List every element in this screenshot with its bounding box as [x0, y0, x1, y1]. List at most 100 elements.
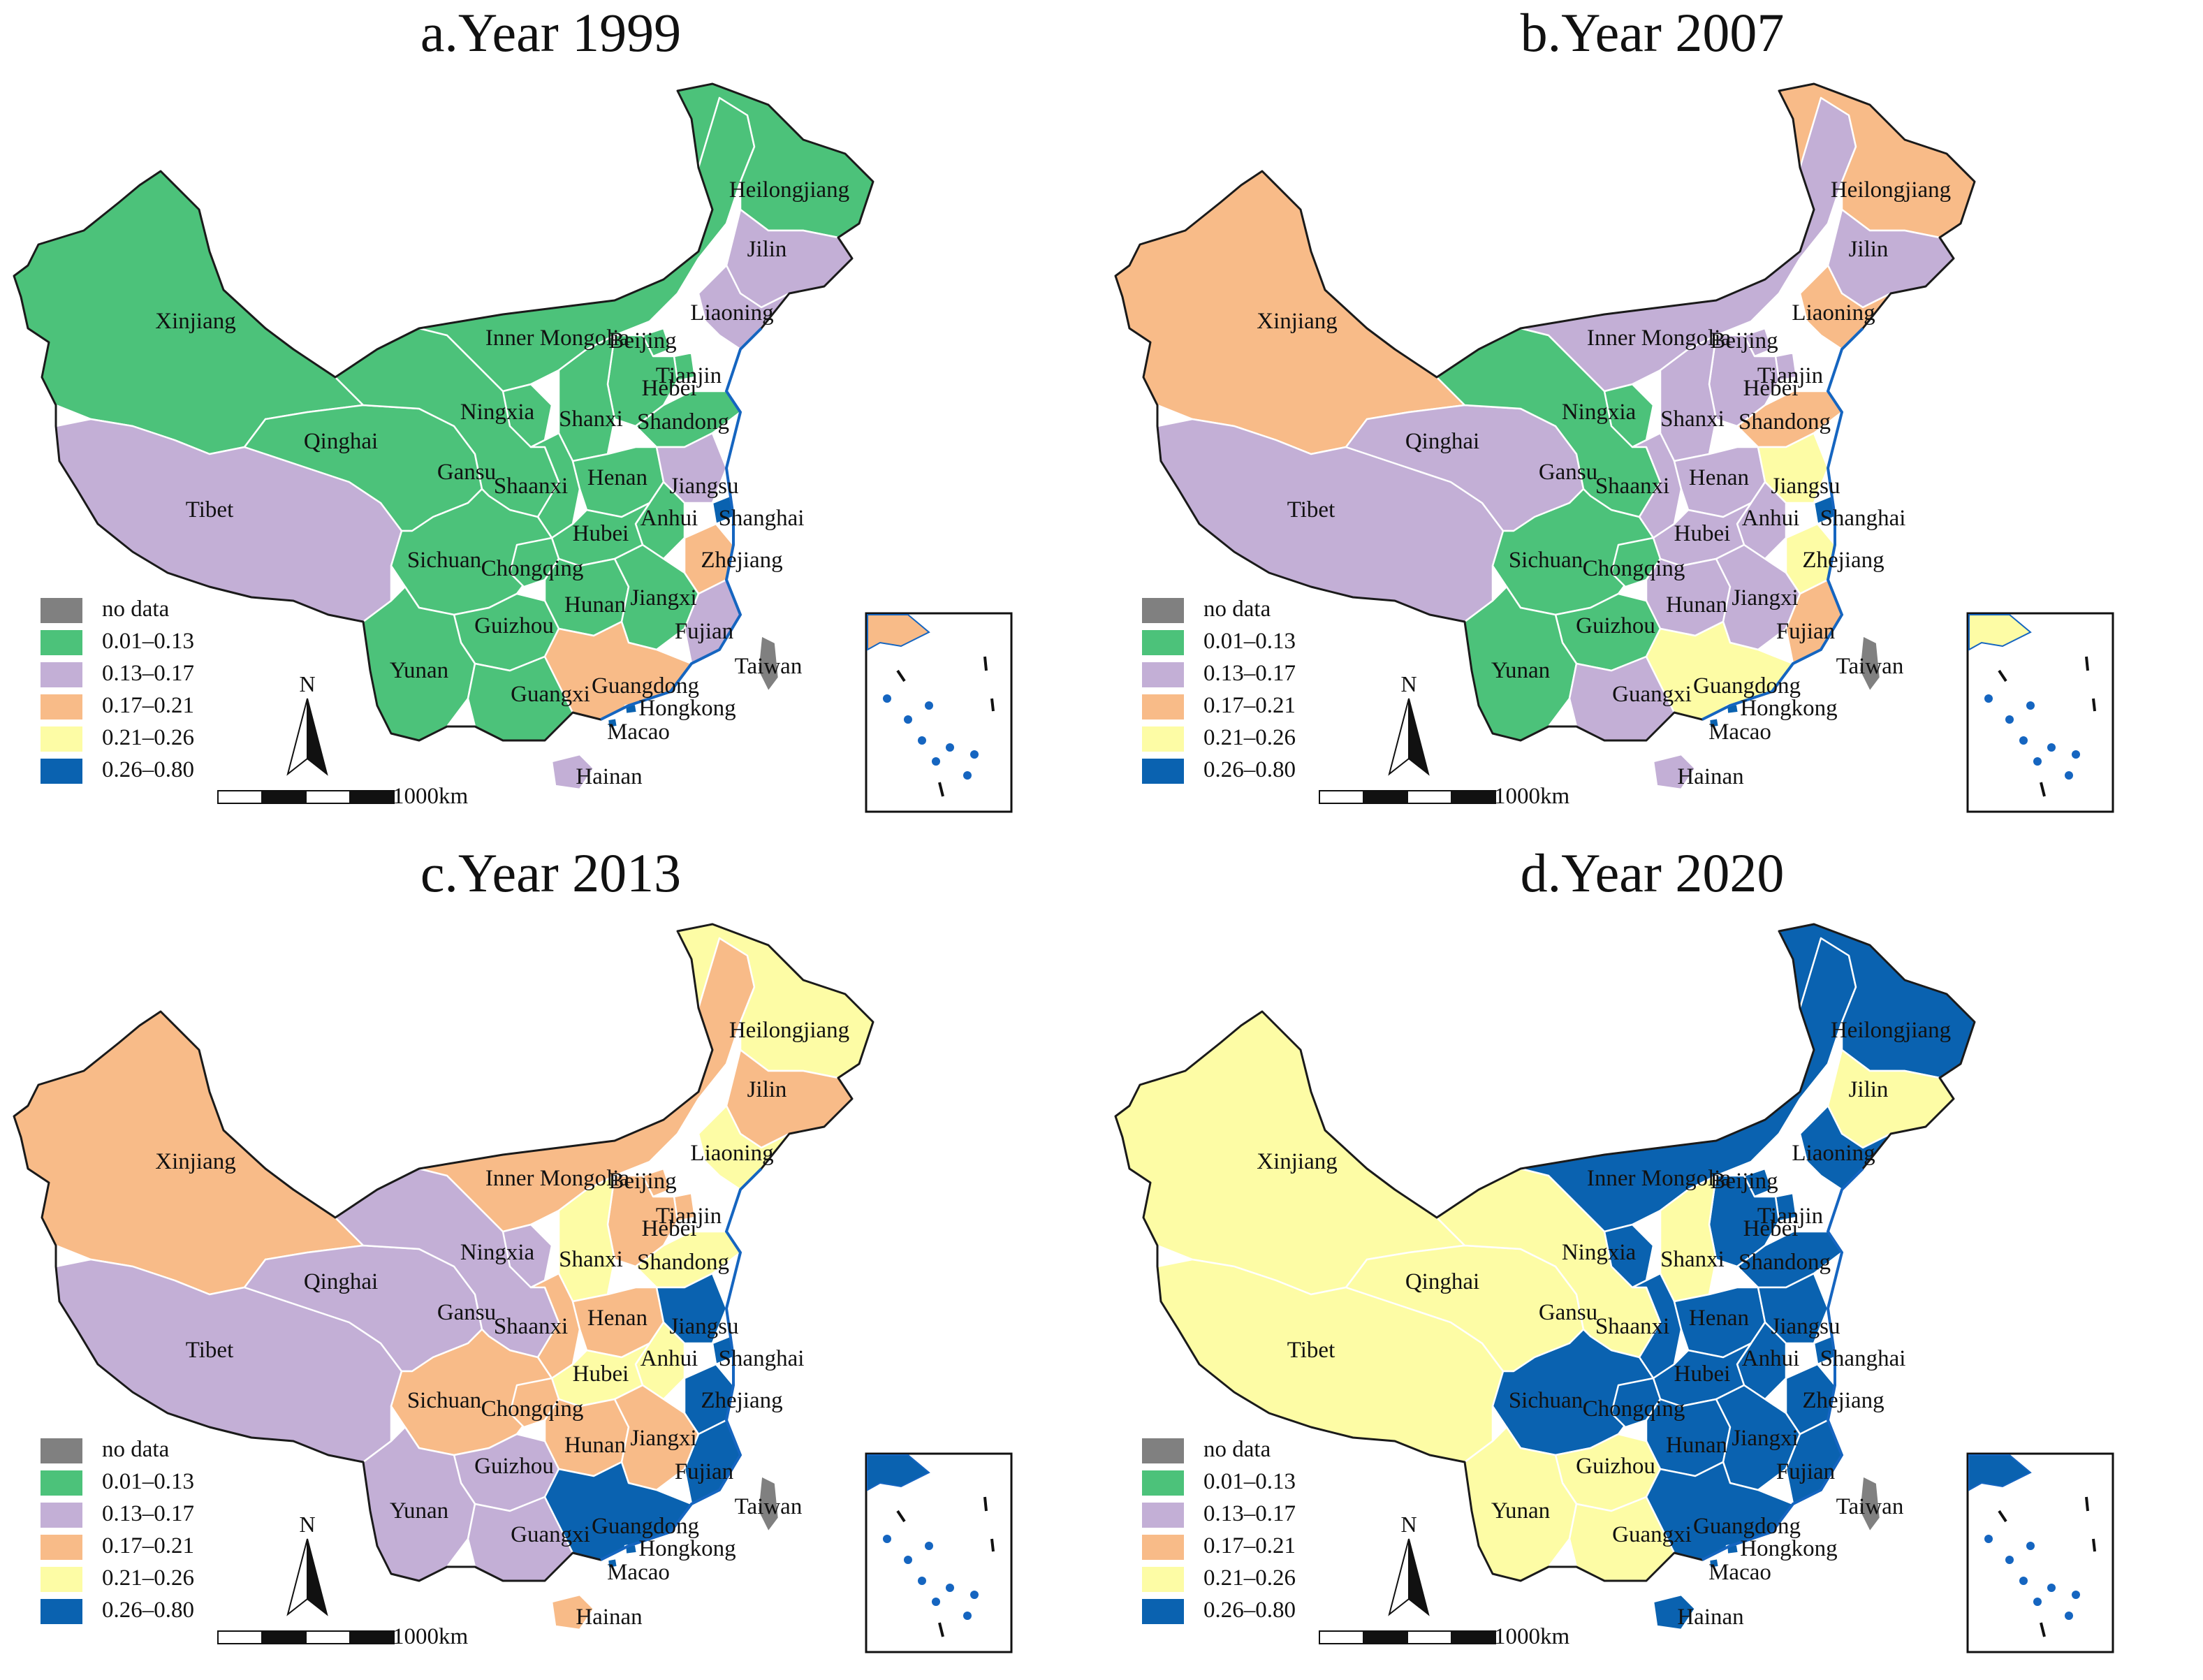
- label-shaanxi: Shaanxi: [1595, 474, 1669, 499]
- label-tibet: Tibet: [186, 497, 233, 523]
- label-shandong: Shandong: [637, 409, 729, 434]
- label-jilin: Jilin: [747, 237, 787, 262]
- panel-title: c.Year 2013: [420, 842, 682, 903]
- label-taiwan: Taiwan: [1836, 654, 1904, 679]
- label-liaoning: Liaoning: [1792, 300, 1875, 326]
- legend-swatch: [41, 630, 82, 655]
- label-jilin: Jilin: [1849, 237, 1889, 262]
- inset-dash: [938, 782, 944, 797]
- label-chongqing: Chongqing: [481, 1396, 584, 1422]
- label-ningxia: Ningxia: [460, 400, 535, 425]
- label-fujian: Fujian: [1776, 1459, 1835, 1484]
- scale-segment: [1363, 790, 1408, 804]
- label-hebei: Hebei: [642, 376, 697, 401]
- inset-island: [946, 1584, 954, 1592]
- label-henan: Henan: [587, 1306, 647, 1331]
- label-beijing: Beijing: [608, 1169, 676, 1194]
- inset-island: [904, 715, 912, 724]
- legend-swatch: [1142, 1567, 1184, 1592]
- label-jiangsu: Jiangsu: [1771, 1314, 1840, 1339]
- legend-swatch: [1142, 759, 1184, 784]
- inset-island: [925, 701, 933, 710]
- label-jiangxi: Jiangxi: [630, 585, 696, 611]
- label-yunan: Yunan: [1491, 658, 1550, 683]
- label-guangxi: Guangxi: [1612, 1522, 1692, 1547]
- legend-label: 0.17–0.21: [1203, 1533, 1296, 1558]
- label-hunan: Hunan: [564, 1433, 626, 1458]
- inset-island: [2005, 1556, 2014, 1564]
- inset-frame: [865, 1452, 1013, 1653]
- legend-label: no data: [1203, 1437, 1271, 1462]
- label-ningxia: Ningxia: [1562, 1240, 1637, 1265]
- inset-island: [2065, 771, 2073, 780]
- inset-dash: [990, 698, 995, 712]
- label-shanghai: Shanghai: [719, 1346, 805, 1371]
- legend-swatch: [41, 1535, 82, 1560]
- china-map: Xinjiang Tibet Qinghai Gansu Ningxia Inner Mo…: [13, 923, 1013, 1653]
- label-shanxi: Shanxi: [559, 407, 623, 432]
- legend-swatch: [1142, 1470, 1184, 1496]
- inset-dash: [983, 656, 988, 671]
- legend-label: no data: [102, 597, 170, 622]
- label-sichuan: Sichuan: [1509, 548, 1583, 573]
- label-hainan: Hainan: [576, 1605, 642, 1630]
- legend-swatch: [1142, 726, 1184, 752]
- north-label: N: [1400, 671, 1417, 696]
- label-tianjin: Tianjin: [656, 363, 722, 388]
- label-inner-mongolia: Inner Mongolia: [1587, 326, 1732, 351]
- label-heilongjiang: Heilongjiang: [729, 177, 849, 203]
- legend-label: 0.17–0.21: [102, 1533, 194, 1558]
- region-label-layer: Xinjiang Tibet Qinghai Gansu Ningxia Inner Mo…: [1257, 177, 1951, 789]
- legend-label: 0.21–0.26: [1203, 725, 1296, 750]
- legend-swatch: [41, 1599, 82, 1624]
- label-gansu: Gansu: [437, 1300, 496, 1325]
- map-panel-a: a.Year 1999 Xinjiang Tibet Qinghai Gansu Ning…: [0, 0, 1102, 840]
- scale-segment: [305, 790, 351, 804]
- label-heilongjiang: Heilongjiang: [1831, 1018, 1951, 1043]
- province-macao: [606, 717, 619, 729]
- province-taiwan: [1858, 1475, 1882, 1533]
- label-guizhou: Guizhou: [1576, 1454, 1655, 1479]
- inset-island: [970, 750, 979, 759]
- inset-dash: [2092, 1538, 2096, 1552]
- label-shaanxi: Shaanxi: [494, 474, 568, 499]
- label-xinjiang: Xinjiang: [1257, 309, 1337, 334]
- inset-island: [932, 757, 940, 766]
- legend-label: 0.26–0.80: [1203, 757, 1296, 782]
- legend-label: 0.26–0.80: [102, 1598, 194, 1623]
- label-shanghai: Shanghai: [719, 506, 805, 531]
- province-taiwan: [756, 634, 780, 693]
- inset-island: [2047, 743, 2056, 752]
- inset-coast: [867, 614, 930, 651]
- scale-segment: [349, 790, 395, 804]
- label-zhejiang: Zhejiang: [701, 1388, 782, 1413]
- inset-coast: [1968, 1454, 2032, 1491]
- label-hebei: Hebei: [1743, 1216, 1799, 1241]
- label-heilongjiang: Heilongjiang: [729, 1018, 849, 1043]
- china-map: Xinjiang Tibet Qinghai Gansu Ningxia Inner Mo…: [1114, 923, 2114, 1653]
- label-hainan: Hainan: [1677, 764, 1743, 789]
- inset-island: [2047, 1584, 2056, 1592]
- north-label: N: [1400, 1512, 1417, 1537]
- legend-swatch: [41, 1567, 82, 1592]
- label-sichuan: Sichuan: [1509, 1388, 1583, 1413]
- label-taiwan: Taiwan: [735, 1494, 803, 1519]
- scale-segment: [349, 1630, 395, 1644]
- label-guangxi: Guangxi: [511, 682, 590, 707]
- region-label-layer: Xinjiang Tibet Qinghai Gansu Ningxia Inner Mo…: [155, 1018, 849, 1630]
- coastline: [600, 1167, 763, 1561]
- inset-dash: [983, 1496, 988, 1512]
- province-macao: [606, 1557, 619, 1570]
- inset-island: [2005, 715, 2014, 724]
- scale-segment: [1451, 1630, 1496, 1644]
- inset-island: [970, 1591, 979, 1599]
- legend-label: 0.01–0.13: [1203, 629, 1296, 654]
- province-macao: [1708, 1557, 1720, 1570]
- label-henan: Henan: [1689, 465, 1749, 490]
- label-jiangxi: Jiangxi: [1732, 1426, 1798, 1451]
- label-macao: Macao: [1708, 1560, 1771, 1585]
- inset-island: [1984, 694, 1993, 703]
- legend-swatch: [41, 662, 82, 687]
- coastline: [600, 327, 763, 721]
- inset-dash: [2085, 656, 2089, 671]
